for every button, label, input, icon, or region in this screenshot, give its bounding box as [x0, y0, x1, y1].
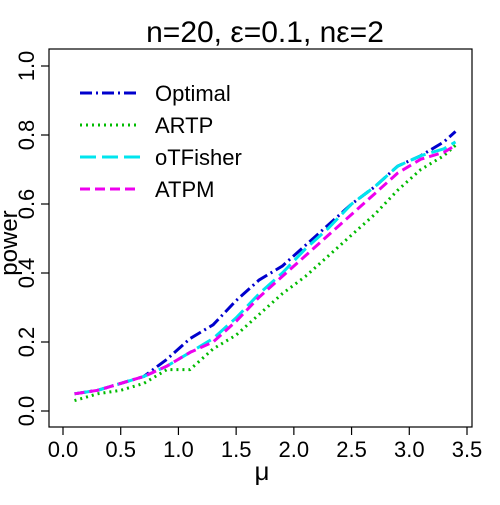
y-tick-label: 0.6 [14, 189, 39, 220]
legend-label-optimal: Optimal [155, 81, 231, 106]
series-group [74, 130, 457, 403]
x-tick-label: 1.0 [163, 437, 194, 462]
x-tick-label: 3.0 [394, 437, 425, 462]
y-tick-label: 0.4 [14, 258, 39, 289]
x-axis-label: μ [255, 456, 270, 486]
legend-label-otfisher: oTFisher [155, 145, 242, 170]
x-tick-label: 0.5 [105, 437, 136, 462]
x-tick-label: 1.5 [221, 437, 252, 462]
legend-label-artp: ARTP [155, 113, 213, 138]
x-tick-label: 3.5 [452, 437, 483, 462]
x-tick-label: 2.5 [336, 437, 367, 462]
legend: Optimal ARTP oTFisher ATPM [80, 81, 242, 202]
y-tick-label: 1.0 [14, 51, 39, 82]
series-line-artp [74, 144, 457, 403]
series-line-atpm [74, 144, 457, 396]
y-tick-label: 0.8 [14, 120, 39, 151]
y-tick-label: 0.0 [14, 396, 39, 427]
plot-frame [48, 48, 473, 428]
x-tick-label: 2.0 [279, 437, 310, 462]
legend-label-atpm: ATPM [155, 177, 214, 202]
chart-title: n=20, ε=0.1, nε=2 [146, 16, 384, 49]
y-tick-label: 0.2 [14, 327, 39, 358]
x-tick-label: 0.0 [48, 437, 79, 462]
y-axis-label: power [0, 210, 23, 275]
x-axis: 0.0 0.5 1.0 1.5 2.0 2.5 3.0 3.5 [48, 427, 483, 462]
y-axis: 0.0 0.2 0.4 0.6 0.8 1.0 [14, 51, 49, 427]
